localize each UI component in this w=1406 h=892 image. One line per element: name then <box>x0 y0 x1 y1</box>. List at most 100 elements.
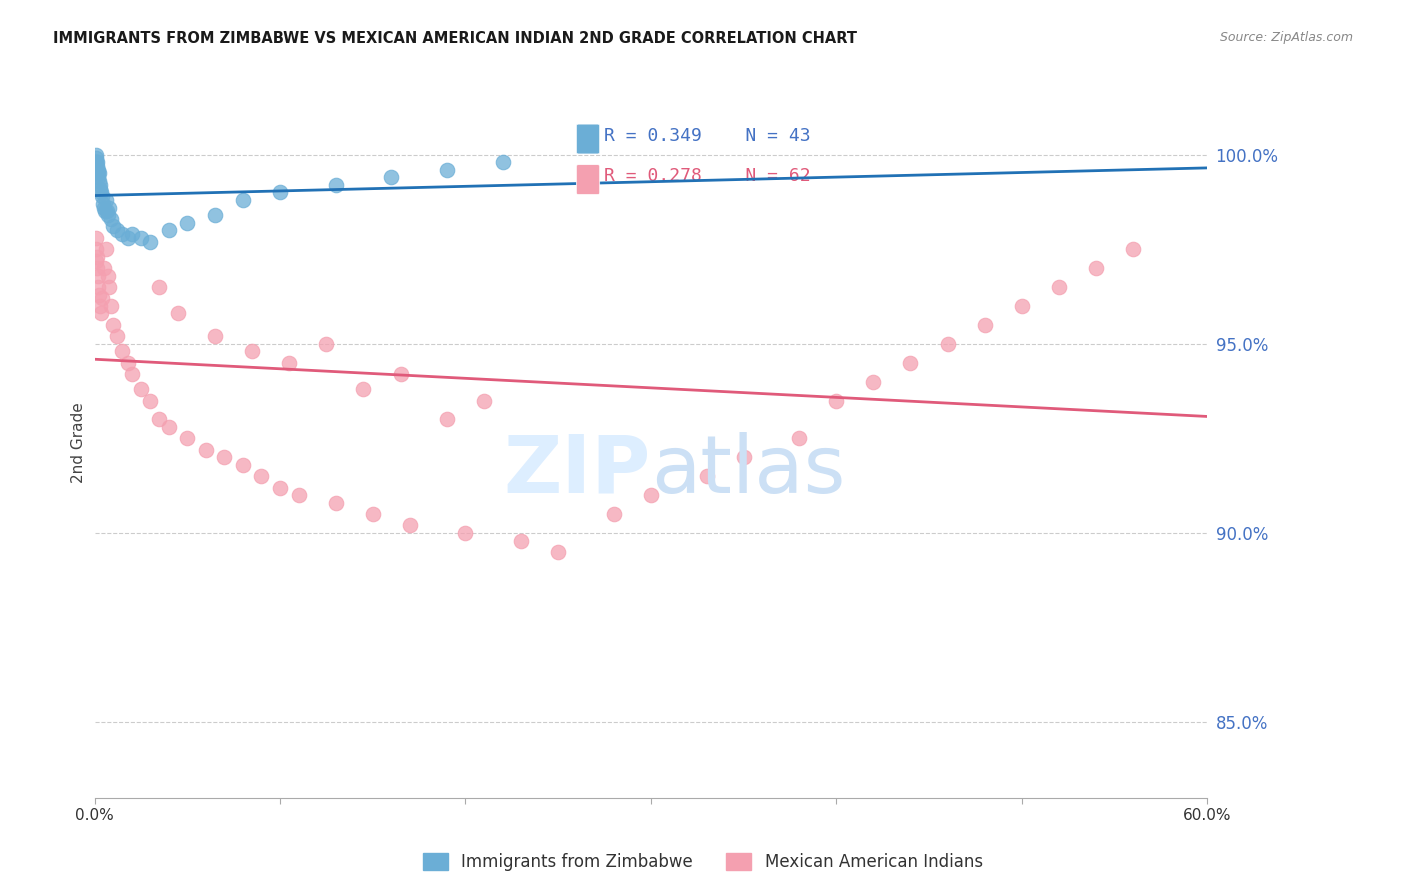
Point <box>157 223 180 237</box>
Point <box>148 280 170 294</box>
Point <box>84 151 107 165</box>
Point <box>787 432 810 446</box>
Point <box>86 166 108 180</box>
Legend: Immigrants from Zimbabwe, Mexican American Indians: Immigrants from Zimbabwe, Mexican Americ… <box>415 845 991 880</box>
Point <box>232 193 254 207</box>
Point <box>84 147 107 161</box>
Point <box>94 242 117 256</box>
Point <box>87 170 110 185</box>
Point <box>117 356 139 370</box>
Point <box>1084 261 1107 276</box>
Point <box>436 412 458 426</box>
Point <box>93 261 115 276</box>
Point <box>87 280 110 294</box>
Point <box>101 318 124 332</box>
Point <box>603 507 626 521</box>
Point <box>325 496 347 510</box>
Point <box>315 336 337 351</box>
Point <box>86 261 108 276</box>
Point <box>176 216 198 230</box>
Point <box>87 174 110 188</box>
Point <box>176 432 198 446</box>
Point <box>973 318 995 332</box>
Point <box>269 186 291 200</box>
Point <box>167 306 190 320</box>
Point <box>101 219 124 234</box>
Point <box>86 250 108 264</box>
Point <box>100 211 122 226</box>
Point <box>250 469 273 483</box>
Point <box>89 299 111 313</box>
Point <box>87 268 110 283</box>
Point <box>380 170 402 185</box>
Point <box>96 268 118 283</box>
Point <box>436 162 458 177</box>
Point <box>86 162 108 177</box>
Point <box>86 155 108 169</box>
Point <box>214 450 236 465</box>
Point <box>93 201 115 215</box>
Point <box>100 299 122 313</box>
Point <box>86 162 108 177</box>
Point <box>547 545 569 559</box>
Point <box>204 329 226 343</box>
Point <box>240 344 263 359</box>
Point <box>90 306 112 320</box>
Point <box>204 208 226 222</box>
Point <box>862 375 884 389</box>
Point <box>91 189 114 203</box>
Point <box>111 227 134 241</box>
Point <box>86 155 108 169</box>
Point <box>398 518 420 533</box>
Point <box>1011 299 1033 313</box>
Point <box>89 178 111 192</box>
Point <box>87 162 110 177</box>
Point <box>84 159 107 173</box>
Point <box>278 356 301 370</box>
Point <box>98 280 121 294</box>
Point <box>86 166 108 180</box>
Point <box>94 193 117 207</box>
Point <box>825 393 848 408</box>
Point <box>105 223 128 237</box>
Point <box>89 166 111 180</box>
Point <box>491 155 513 169</box>
Point <box>139 393 162 408</box>
Text: R = 0.278    N = 62: R = 0.278 N = 62 <box>605 167 811 185</box>
Point <box>232 458 254 472</box>
Point <box>640 488 662 502</box>
Point <box>1122 242 1144 256</box>
Point <box>194 442 217 457</box>
FancyBboxPatch shape <box>576 165 600 194</box>
Text: IMMIGRANTS FROM ZIMBABWE VS MEXICAN AMERICAN INDIAN 2ND GRADE CORRELATION CHART: IMMIGRANTS FROM ZIMBABWE VS MEXICAN AMER… <box>53 31 858 46</box>
Point <box>454 526 477 541</box>
Point <box>89 181 111 195</box>
Point <box>129 382 152 396</box>
Point <box>353 382 375 396</box>
Point <box>89 287 111 301</box>
Text: Source: ZipAtlas.com: Source: ZipAtlas.com <box>1219 31 1353 45</box>
Point <box>91 196 114 211</box>
Point <box>389 367 412 381</box>
Point <box>98 201 121 215</box>
Point <box>472 393 495 408</box>
Point <box>117 231 139 245</box>
Point <box>90 186 112 200</box>
Point <box>287 488 309 502</box>
Text: R = 0.349    N = 43: R = 0.349 N = 43 <box>605 127 811 145</box>
Point <box>84 231 107 245</box>
Point <box>96 208 118 222</box>
Point <box>148 412 170 426</box>
Point <box>900 356 922 370</box>
Point <box>84 155 107 169</box>
Point <box>105 329 128 343</box>
Point <box>325 178 347 192</box>
FancyBboxPatch shape <box>576 124 600 154</box>
Point <box>86 159 108 173</box>
Point <box>361 507 384 521</box>
Text: ZIP: ZIP <box>503 432 651 509</box>
Y-axis label: 2nd Grade: 2nd Grade <box>72 401 86 483</box>
Point <box>157 420 180 434</box>
Point <box>139 235 162 249</box>
Point <box>96 204 118 219</box>
